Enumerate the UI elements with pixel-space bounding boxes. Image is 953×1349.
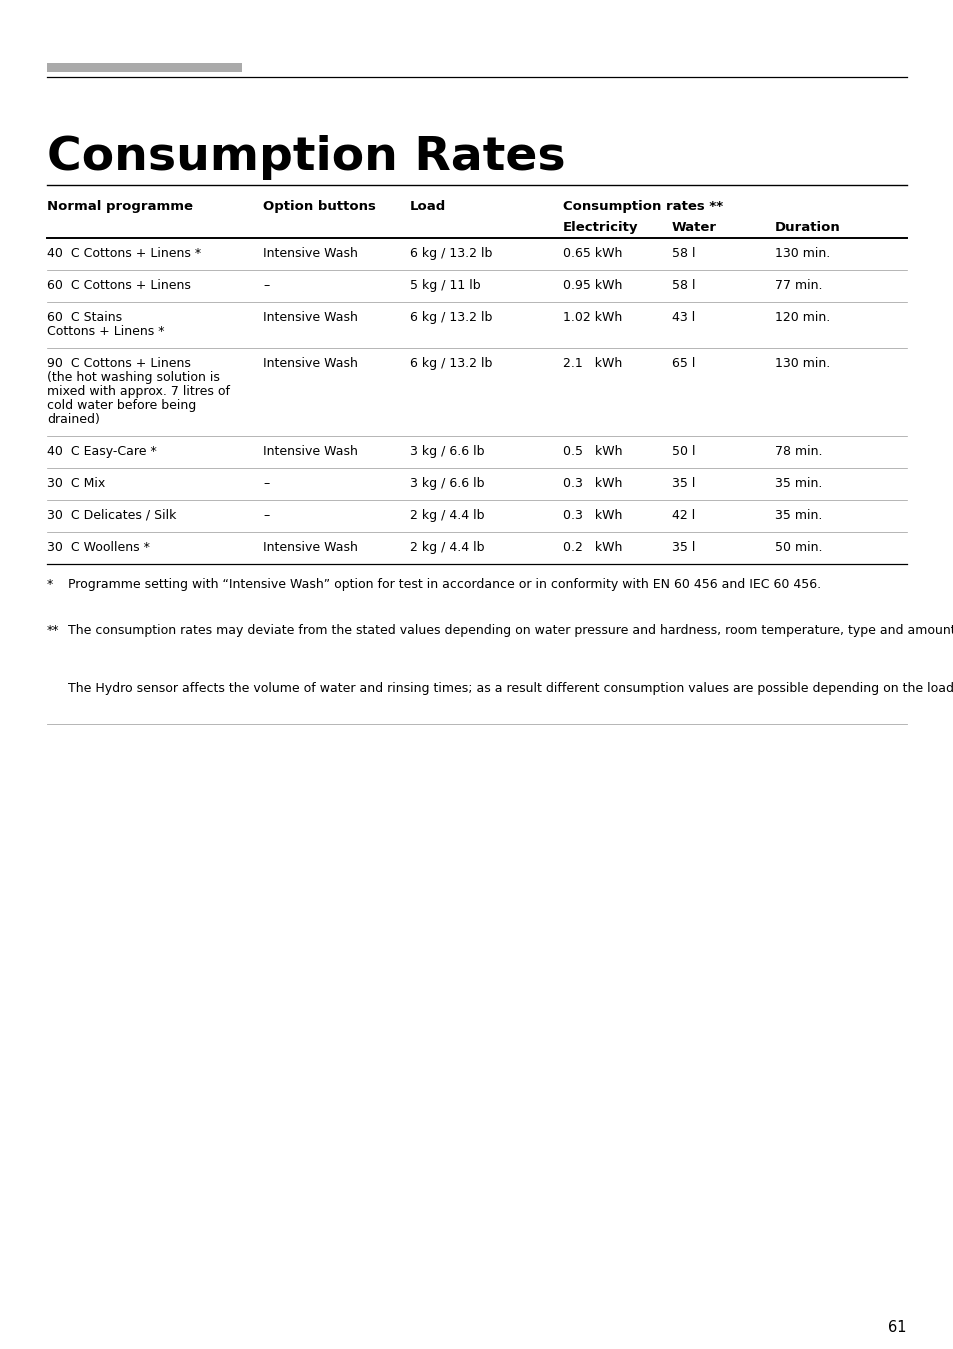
Text: 61: 61 [887, 1321, 906, 1336]
Text: 6 kg / 13.2 lb: 6 kg / 13.2 lb [410, 247, 492, 260]
Text: 58 l: 58 l [671, 247, 695, 260]
Text: Load: Load [410, 200, 446, 213]
Text: 35 l: 35 l [671, 541, 695, 554]
Text: 30  C Delicates / Silk: 30 C Delicates / Silk [47, 509, 176, 522]
Text: 6 kg / 13.2 lb: 6 kg / 13.2 lb [410, 357, 492, 370]
Text: Intensive Wash: Intensive Wash [263, 312, 357, 324]
Text: 58 l: 58 l [671, 279, 695, 291]
Text: –: – [263, 279, 269, 291]
Text: 0.3   kWh: 0.3 kWh [562, 509, 621, 522]
Text: 0.2   kWh: 0.2 kWh [562, 541, 621, 554]
Text: Water: Water [671, 221, 717, 233]
Text: Normal programme: Normal programme [47, 200, 193, 213]
Text: Intensive Wash: Intensive Wash [263, 445, 357, 459]
Text: The consumption rates may deviate from the stated values depending on water pres: The consumption rates may deviate from t… [68, 625, 953, 637]
Text: 60  C Stains: 60 C Stains [47, 312, 122, 324]
Text: 120 min.: 120 min. [774, 312, 829, 324]
Text: **: ** [47, 625, 59, 637]
Text: 77 min.: 77 min. [774, 279, 821, 291]
Text: –: – [263, 478, 269, 490]
Text: drained): drained) [47, 413, 100, 426]
Text: Consumption rates **: Consumption rates ** [562, 200, 722, 213]
Text: 30  C Mix: 30 C Mix [47, 478, 105, 490]
Text: 6 kg / 13.2 lb: 6 kg / 13.2 lb [410, 312, 492, 324]
Text: cold water before being: cold water before being [47, 399, 196, 411]
Text: 40  C Cottons + Linens *: 40 C Cottons + Linens * [47, 247, 201, 260]
Text: 2 kg / 4.4 lb: 2 kg / 4.4 lb [410, 541, 484, 554]
Text: 60  C Cottons + Linens: 60 C Cottons + Linens [47, 279, 191, 291]
Text: 0.95 kWh: 0.95 kWh [562, 279, 621, 291]
Text: 1.02 kWh: 1.02 kWh [562, 312, 621, 324]
Text: Duration: Duration [774, 221, 840, 233]
Text: Consumption Rates: Consumption Rates [47, 135, 565, 179]
Text: 90  C Cottons + Linens: 90 C Cottons + Linens [47, 357, 191, 370]
Text: Option buttons: Option buttons [263, 200, 375, 213]
Text: 5 kg / 11 lb: 5 kg / 11 lb [410, 279, 480, 291]
Text: Intensive Wash: Intensive Wash [263, 541, 357, 554]
Text: Electricity: Electricity [562, 221, 638, 233]
Text: Intensive Wash: Intensive Wash [263, 357, 357, 370]
Text: 35 min.: 35 min. [774, 478, 821, 490]
Text: 2 kg / 4.4 lb: 2 kg / 4.4 lb [410, 509, 484, 522]
Text: 3 kg / 6.6 lb: 3 kg / 6.6 lb [410, 478, 484, 490]
Text: 35 l: 35 l [671, 478, 695, 490]
Text: Cottons + Linens *: Cottons + Linens * [47, 325, 164, 339]
Bar [47, 63, 242, 71]
Text: 50 l: 50 l [671, 445, 695, 459]
Text: 0.5   kWh: 0.5 kWh [562, 445, 622, 459]
Text: 43 l: 43 l [671, 312, 695, 324]
Text: 78 min.: 78 min. [774, 445, 821, 459]
Text: 65 l: 65 l [671, 357, 695, 370]
Text: 130 min.: 130 min. [774, 357, 829, 370]
Text: mixed with approx. 7 litres of: mixed with approx. 7 litres of [47, 384, 230, 398]
Text: 35 min.: 35 min. [774, 509, 821, 522]
Text: Intensive Wash: Intensive Wash [263, 247, 357, 260]
Text: The Hydro sensor affects the volume of water and rinsing times; as a result diff: The Hydro sensor affects the volume of w… [68, 683, 953, 695]
Text: 30  C Woollens *: 30 C Woollens * [47, 541, 150, 554]
Text: *: * [47, 577, 53, 591]
Text: 0.3   kWh: 0.3 kWh [562, 478, 621, 490]
Text: 40  C Easy-Care *: 40 C Easy-Care * [47, 445, 156, 459]
Text: Programme setting with “Intensive Wash” option for test in accordance or in conf: Programme setting with “Intensive Wash” … [68, 577, 821, 591]
Text: 3 kg / 6.6 lb: 3 kg / 6.6 lb [410, 445, 484, 459]
Text: 2.1   kWh: 2.1 kWh [562, 357, 621, 370]
Text: 50 min.: 50 min. [774, 541, 821, 554]
Text: –: – [263, 509, 269, 522]
Text: 130 min.: 130 min. [774, 247, 829, 260]
Text: 0.65 kWh: 0.65 kWh [562, 247, 621, 260]
Text: (the hot washing solution is: (the hot washing solution is [47, 371, 219, 384]
Text: 42 l: 42 l [671, 509, 695, 522]
